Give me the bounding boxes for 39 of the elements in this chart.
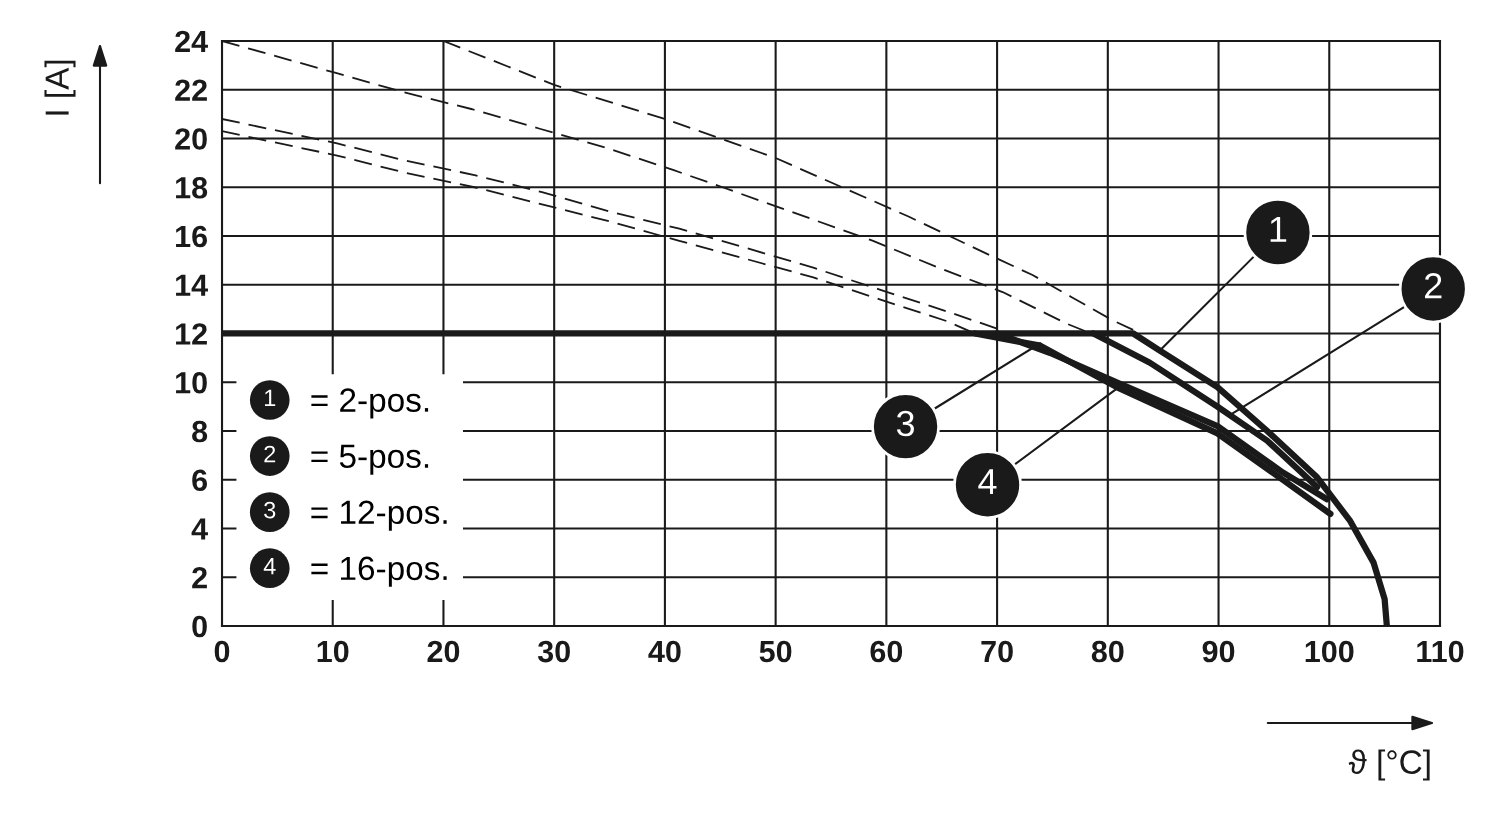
annotation: 4 <box>978 469 997 495</box>
y-tick-label: 22 <box>175 79 207 101</box>
y-tick-label: 10 <box>176 371 207 394</box>
y-tick-label: 6 <box>192 469 208 492</box>
text: 1 <box>264 389 276 407</box>
x-tick-label: 90 <box>1202 640 1235 663</box>
text: 2 <box>264 445 276 463</box>
y-tick-label: 2 <box>192 566 207 589</box>
legend-label: = 2-pos. <box>311 388 429 419</box>
x-tick-label: 30 <box>537 640 570 663</box>
x-tick-label: 100 <box>1305 640 1354 663</box>
annotation: 1 <box>1270 217 1287 242</box>
x-tick-label: 60 <box>870 640 903 663</box>
y-tick-label: 24 <box>175 30 208 53</box>
y-tick-label: 0 <box>192 615 207 638</box>
legend-label: = 16-pos. <box>311 556 447 587</box>
x-tick-label: 80 <box>1091 640 1124 663</box>
x-tick-label: 10 <box>317 640 349 663</box>
x-tick-label: 0 <box>214 640 230 663</box>
x-tick-label: 50 <box>759 640 792 663</box>
y-tick-label: 12 <box>176 323 207 345</box>
x-tick-label: 110 <box>1417 640 1464 663</box>
x-tick-label: 20 <box>427 640 460 663</box>
text: 4 <box>263 558 276 575</box>
annotation: 3 <box>896 410 915 437</box>
x-tick-label: 70 <box>981 640 1013 663</box>
legend-label: = 5-pos. <box>311 444 429 475</box>
y-tick-label: 8 <box>192 420 208 443</box>
text: 3 <box>264 501 276 519</box>
y-tick-label: 18 <box>176 176 208 199</box>
y-tick-label: 16 <box>176 225 208 248</box>
x-tick-label: 40 <box>648 640 681 663</box>
x-axis-title: ϑ [°C] <box>1348 749 1430 781</box>
y-tick-label: 20 <box>175 128 207 150</box>
y-tick-label: 4 <box>191 518 208 540</box>
legend-label: = 12-pos. <box>311 500 447 531</box>
y-axis-title: I [A] <box>44 60 76 115</box>
y-tick-label: 14 <box>176 274 208 296</box>
annotation: 2 <box>1425 273 1442 299</box>
